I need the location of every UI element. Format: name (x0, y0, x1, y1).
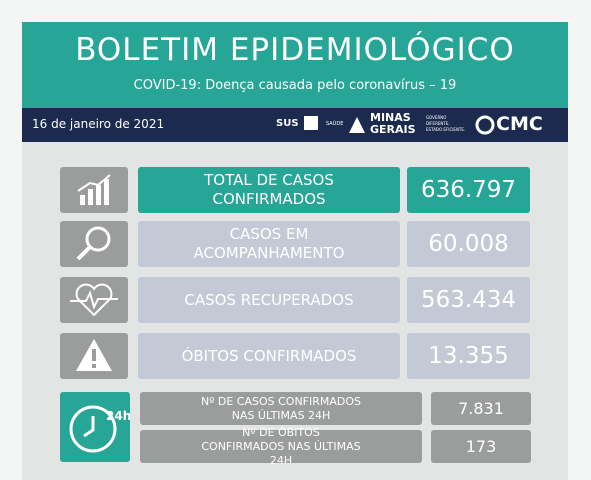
subtitle: COVID-19: Doença causada pelo coronavíru… (133, 78, 457, 93)
cmc-icon (475, 115, 495, 135)
cmc-logo: CMC (496, 113, 543, 135)
info-bar: 16 de janeiro de 2021 SUS SAÚDE MINAS GER… (22, 108, 568, 142)
chart-icon (60, 167, 128, 213)
cross-icon (304, 116, 318, 130)
last24-value: 173 (431, 430, 531, 463)
row-label: CASOS RECUPERADOS (138, 277, 400, 323)
row-value: 563.434 (407, 277, 530, 323)
row-label: TOTAL DE CASOS CONFIRMADOS (138, 167, 400, 213)
last24-value: 7.831 (431, 392, 531, 425)
gerais: GERAIS (370, 123, 416, 136)
minas: MINAS (370, 111, 411, 124)
bulletin-card: BOLETIM EPIDEMIOLÓGICO COVID-19: Doença … (22, 22, 568, 480)
mg-icon (349, 117, 365, 133)
row-value: 60.008 (407, 221, 530, 267)
row-label: CASOS EM ACOMPANHAMENTO (138, 221, 400, 267)
clock-label: 24h (106, 409, 130, 423)
last24-label: Nº DE ÓBITOS CONFIRMADOS NAS ÚLTIMAS 24H (140, 426, 422, 467)
magnifier-icon (60, 221, 128, 267)
row-value: 13.355 (407, 333, 530, 379)
slogan: GOVERNO DIFERENTE. ESTADO EFICIENTE. (426, 115, 466, 132)
saude-logo: SAÚDE (326, 121, 344, 127)
clock-icon: 24h (60, 392, 130, 462)
heart-icon (60, 277, 128, 323)
sus-logo: SUS (276, 118, 299, 129)
row-value: 636.797 (407, 167, 530, 213)
row-label: ÓBITOS CONFIRMADOS (138, 333, 400, 379)
title: BOLETIM EPIDEMIOLÓGICO (75, 32, 515, 68)
warning-icon (60, 333, 128, 379)
date: 16 de janeiro de 2021 (32, 117, 165, 131)
minas-logo: MINAS GERAIS (370, 112, 416, 136)
header: BOLETIM EPIDEMIOLÓGICO COVID-19: Doença … (22, 22, 568, 108)
last24-label: Nº DE CASOS CONFIRMADOS NAS ÚLTIMAS 24H (140, 392, 422, 425)
